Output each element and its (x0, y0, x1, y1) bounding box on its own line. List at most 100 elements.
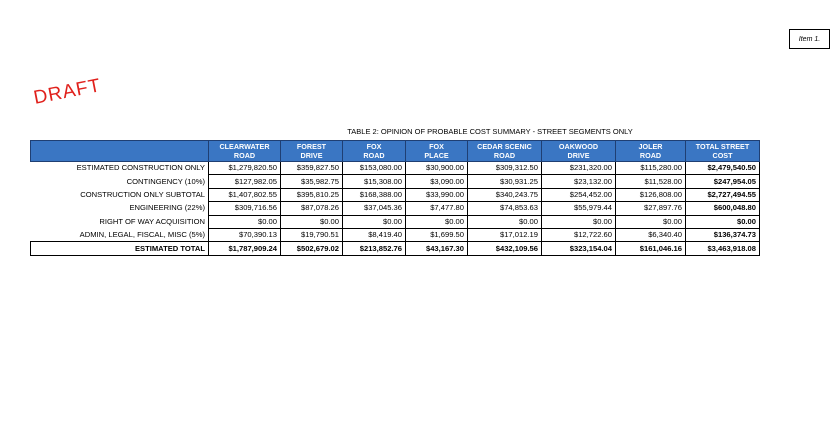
table-row: ADMIN, LEGAL, FISCAL, MISC (5%) $70,390.1… (31, 227, 760, 243)
cost-cell: $7,477.80 (405, 201, 468, 216)
total-cost-cell: $247,954.05 (685, 174, 760, 189)
cost-cell: $3,090.00 (405, 174, 468, 189)
total-cost-cell: $2,727,494.55 (685, 187, 760, 203)
cost-cell: $0.00 (342, 214, 406, 229)
cost-cell: $87,078.26 (280, 201, 343, 216)
table-row: ENGINEERING (22%) $309,716.56 $87,078.26 $3… (31, 201, 760, 216)
cost-cell: $254,452.00 (541, 187, 616, 203)
column-header: CLEARWATER ROAD (208, 140, 281, 162)
total-cost-cell: $3,463,918.08 (685, 241, 760, 256)
column-header-line: ROAD (639, 151, 662, 160)
cost-cell: $359,827.50 (280, 160, 343, 176)
item-number-label: Item 1. (798, 35, 821, 43)
cost-cell: $0.00 (541, 214, 616, 229)
column-header: FOREST DRIVE (280, 140, 343, 162)
column-header-line: COST (712, 151, 733, 160)
cost-cell: $0.00 (467, 214, 542, 229)
cost-cell: $30,931.25 (467, 174, 542, 189)
table-body: ESTIMATED CONSTRUCTION ONLY $1,279,820.50… (30, 160, 760, 256)
cost-cell: $1,699.50 (405, 227, 468, 243)
column-header-line: FOX (366, 142, 382, 151)
column-header-line: ROAD (363, 151, 385, 160)
header-blank-cell (30, 140, 209, 162)
table-header-row: CLEARWATER ROAD FOREST DRIVE FOX ROAD FOX PLACE… (30, 140, 760, 162)
cost-cell: $502,679.02 (280, 241, 343, 256)
row-label: ESTIMATED TOTAL (30, 241, 209, 256)
cost-cell: $0.00 (405, 214, 468, 229)
cost-cell: $27,897.76 (615, 201, 686, 216)
cost-cell: $30,900.00 (405, 160, 468, 176)
total-cost-cell: $136,374.73 (685, 227, 760, 243)
cost-cell: $1,279,820.50 (208, 160, 281, 176)
row-label: ESTIMATED CONSTRUCTION ONLY (76, 163, 205, 173)
cost-cell: $37,045.36 (342, 201, 406, 216)
table-row: CONSTRUCTION ONLY SUBTOTAL $1,407,802.55 $… (31, 187, 760, 203)
cost-cell: $74,853.63 (467, 201, 542, 216)
total-cost-cell: $0.00 (685, 214, 760, 229)
column-header: FOX PLACE (405, 140, 468, 162)
cost-cell: $23,132.00 (541, 174, 616, 189)
column-header-line: OAKWOOD (558, 142, 599, 151)
cost-cell: $0.00 (615, 214, 686, 229)
column-header-line: CEDAR SCENIC (477, 142, 532, 151)
cost-cell: $70,390.13 (208, 227, 281, 243)
column-header: TOTAL STREET COST (685, 140, 760, 162)
cost-cell: $395,810.25 (280, 187, 343, 203)
row-label: ADMIN, LEGAL, FISCAL, MISC (5%) (79, 229, 205, 239)
cost-cell: $153,080.00 (342, 160, 406, 176)
row-label: CONSTRUCTION ONLY SUBTOTAL (80, 189, 205, 199)
cost-cell: $12,722.60 (541, 227, 616, 243)
cost-cell: $43,167.30 (405, 241, 468, 256)
cost-cell: $126,808.00 (615, 187, 686, 203)
column-header-line: JOLER (638, 142, 663, 151)
column-header-line: ROAD (233, 151, 256, 160)
column-header-line: PLACE (424, 151, 449, 160)
cost-cell: $1,407,802.55 (208, 187, 281, 203)
cost-cell: $127,982.05 (208, 174, 281, 189)
table-row: ESTIMATED CONSTRUCTION ONLY $1,279,820.50… (31, 160, 760, 176)
cost-cell: $0.00 (280, 214, 343, 229)
table-row: CONTINGENCY (10%) $127,982.05 $35,982.75 $1… (31, 174, 760, 189)
draft-watermark: DRAFT (31, 75, 103, 109)
cost-cell: $35,982.75 (280, 174, 343, 189)
cost-cell: $309,716.56 (208, 201, 281, 216)
column-header: FOX ROAD (342, 140, 406, 162)
cost-cell: $213,852.76 (342, 241, 406, 256)
row-label: RIGHT OF WAY ACQUISITION (99, 216, 205, 226)
cost-cell: $33,990.00 (405, 187, 468, 203)
column-header-line: TOTAL STREET (695, 142, 750, 151)
column-header-line: DRIVE (567, 151, 590, 160)
column-header: OAKWOOD DRIVE (541, 140, 616, 162)
table-row: RIGHT OF WAY ACQUISITION $0.00 $0.00 $0.00 $… (31, 214, 760, 229)
cost-cell: $309,312.50 (467, 160, 542, 176)
total-cost-cell: $2,479,540.50 (685, 160, 760, 176)
column-header: JOLER ROAD (615, 140, 686, 162)
column-header-line: FOREST (296, 142, 327, 151)
row-label: CONTINGENCY (10%) (126, 176, 205, 186)
cost-cell: $115,280.00 (615, 160, 686, 176)
total-cost-cell: $600,048.80 (685, 201, 760, 216)
cost-cell: $231,320.00 (541, 160, 616, 176)
cost-cell: $340,243.75 (467, 187, 542, 203)
cost-cell: $55,979.44 (541, 201, 616, 216)
item-number-box: Item 1. (789, 29, 830, 49)
column-header-line: ROAD (493, 151, 516, 160)
column-header-line: DRIVE (300, 151, 323, 160)
cost-summary-table: CLEARWATER ROAD FOREST DRIVE FOX ROAD FOX PLACE… (30, 140, 760, 256)
cost-cell: $0.00 (208, 214, 281, 229)
cost-cell: $17,012.19 (467, 227, 542, 243)
column-header-line: FOX (429, 142, 444, 151)
cost-cell: $168,388.00 (342, 187, 406, 203)
cost-cell: $323,154.04 (541, 241, 616, 256)
cost-cell: $6,340.40 (615, 227, 686, 243)
column-header: CEDAR SCENIC ROAD (467, 140, 542, 162)
cost-cell: $1,787,909.24 (208, 241, 281, 256)
cost-cell: $432,109.56 (467, 241, 542, 256)
cost-cell: $11,528.00 (615, 174, 686, 189)
cost-cell: $161,046.16 (615, 241, 686, 256)
table-row: ESTIMATED TOTAL $1,787,909.24 $502,679.02 $… (30, 241, 760, 256)
row-label: ENGINEERING (22%) (129, 203, 205, 213)
table-title: TABLE 2: OPINION OF PROBABLE COST SUMMAR… (347, 127, 633, 136)
cost-cell: $8,419.40 (342, 227, 406, 243)
column-header-line: CLEARWATER (219, 142, 270, 151)
